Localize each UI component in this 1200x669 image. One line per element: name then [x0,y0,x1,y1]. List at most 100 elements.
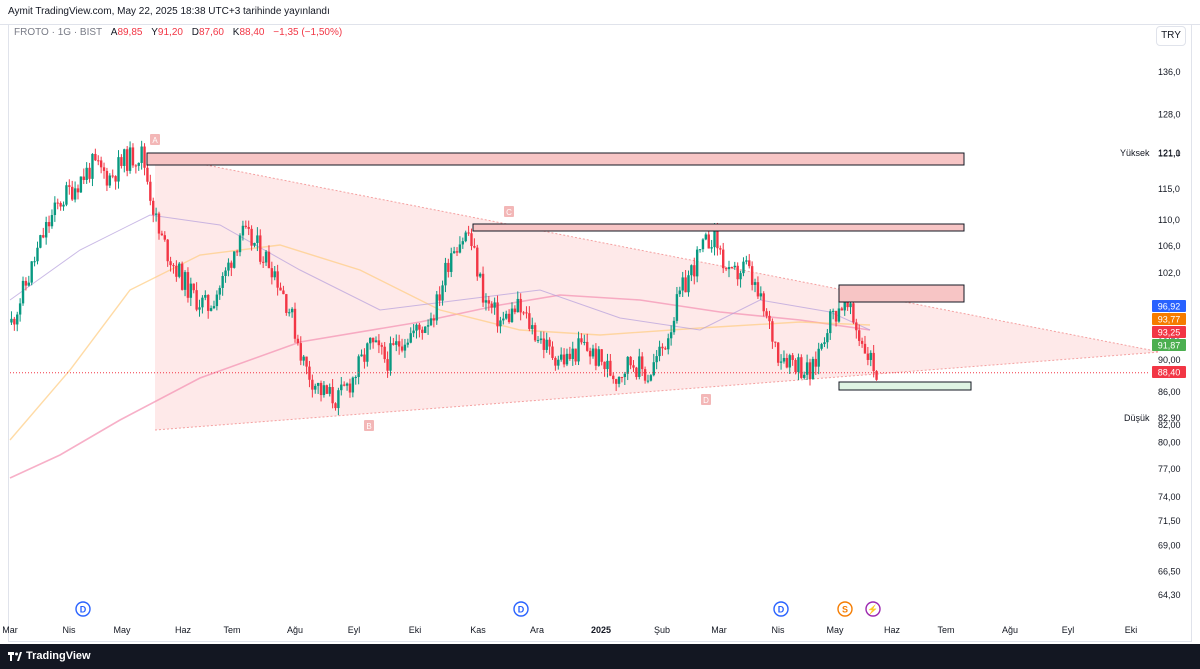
candle-body [745,260,748,262]
candle-body [383,346,386,360]
candle-body [198,307,201,310]
candle-body [823,342,826,345]
candle-body [542,338,546,350]
candle-body [403,344,407,351]
price-tag [1152,326,1186,338]
candle-body [140,146,143,163]
candle-body [192,283,195,291]
candle-body [652,362,655,376]
candle-body [776,342,780,363]
resistance-zone-mid [472,223,965,232]
candle-body [704,234,708,240]
candle-body [369,337,372,344]
candle-body [852,303,855,323]
candle-body [441,285,444,301]
candle-body [661,346,664,349]
candle-body [288,312,291,314]
resistance-zone-right [838,284,965,303]
candle-body [788,355,791,368]
event-marker[interactable] [837,601,853,617]
candle-body [597,349,600,366]
candle-body [528,313,531,329]
candle-body [713,225,716,248]
event-marker-label: D [80,605,87,615]
candle-body [716,225,719,249]
candle-body [183,272,187,290]
candle-body [360,354,363,357]
candle-body [565,353,569,365]
candle-body [551,346,554,358]
candle-body [768,315,771,322]
y-tick-label: 115,0 [1158,184,1180,194]
candle-body [13,318,16,325]
candle-body [727,267,731,270]
candle-body [311,379,314,390]
candle-body [438,294,441,301]
candle-body [415,324,418,331]
candle-body [71,186,74,200]
candle-body [253,242,256,246]
candle-body [559,354,563,360]
event-marker[interactable] [75,601,91,617]
change-value: −1,35 (−1,50%) [273,27,343,38]
candle-body [160,233,164,236]
event-marker[interactable] [865,601,881,617]
candle-body [594,348,598,366]
close-label: K [232,27,240,38]
candle-body [612,375,615,380]
candle-body [374,340,378,343]
candle-body [65,185,68,205]
currency-button[interactable]: TRY [1156,26,1186,46]
candle-body [36,247,39,262]
candle-body [342,384,346,386]
candle-body [380,345,383,347]
support-zone [838,381,972,391]
candle-body [843,295,846,311]
candle-body [531,325,534,329]
candle-body [635,367,638,377]
symbol-name: FROTO · 1G · BIST [14,27,102,38]
candle-body [172,265,175,267]
event-marker[interactable] [773,601,789,617]
candle-body [209,308,213,311]
candle-body [59,203,62,207]
x-tick-label: Mar [711,625,727,635]
candle-body [779,361,783,363]
candle-body [215,294,219,307]
candle-body [357,356,360,378]
candle-body [24,280,28,286]
candle-body [429,318,433,326]
candle-body [149,181,152,201]
candle-body [102,167,106,171]
candle-body [348,383,352,393]
candle-body [180,263,184,290]
candle-body [808,362,812,380]
candle-body [111,175,114,177]
candle-body [762,293,765,312]
candle-body [583,341,586,343]
footer-bar: TradingView [0,644,1200,669]
candle-body [554,357,557,366]
candle-body [175,265,178,277]
candle-body [863,343,867,354]
candle-body [629,356,632,366]
triangle-lower-line [154,351,1161,431]
candle-body [797,357,800,373]
candle-body [53,202,57,216]
price-tag-label: 96,92 [1158,302,1181,312]
low-value: 87,60 [198,27,224,38]
event-marker[interactable] [513,601,529,617]
candle-body [669,332,673,339]
candle-body [516,298,519,313]
candle-body [123,149,126,166]
candle-body [875,371,878,380]
candle-body [328,387,331,394]
triangle-pattern [155,155,1160,430]
candle-body [817,348,820,367]
tradingview-logo-icon [8,652,22,661]
candle-body [82,176,85,180]
candle-body [750,266,754,285]
candle-body [143,146,146,168]
candle-body [201,297,204,308]
